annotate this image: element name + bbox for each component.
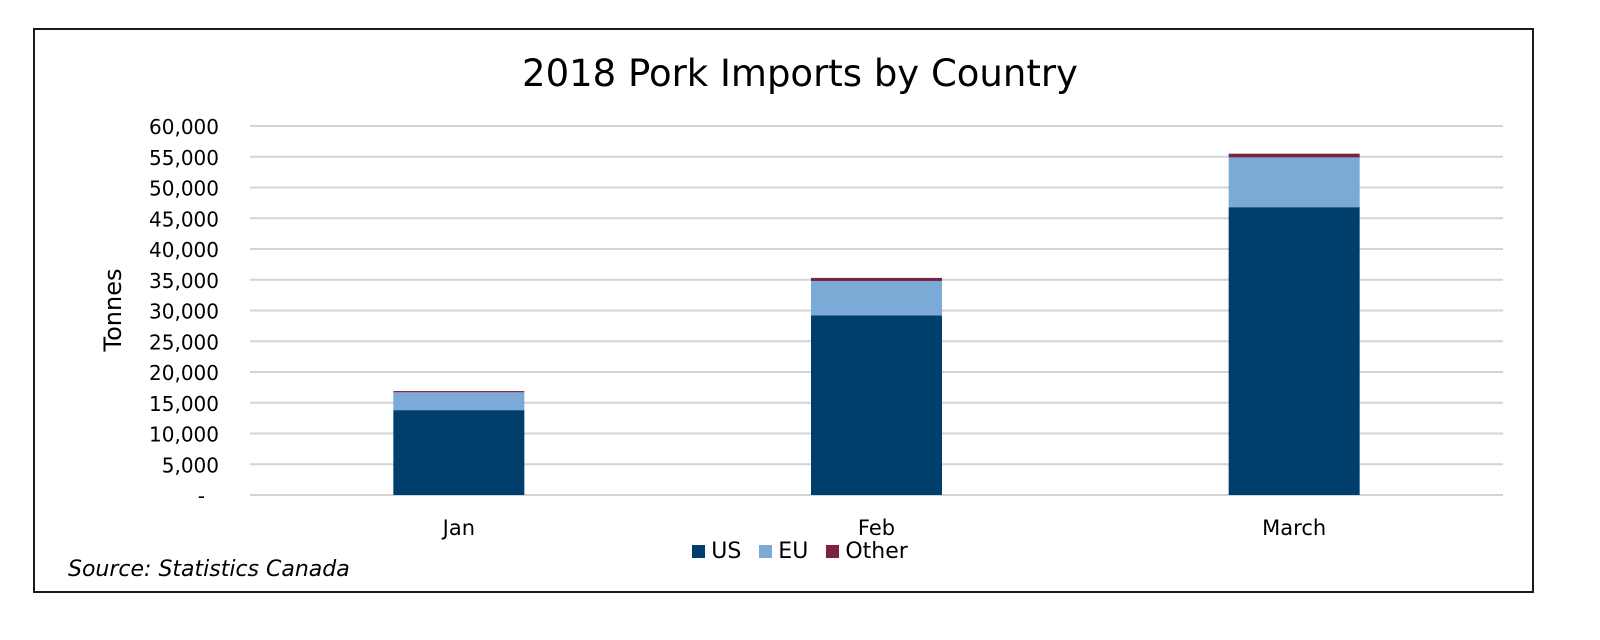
y-tick-label: 40,000 [149,238,219,262]
y-tick-label: 35,000 [149,269,219,293]
legend-item-eu: EU [759,539,808,564]
bar-us-jan [393,410,525,495]
legend-item-other: Other [826,539,908,564]
x-tick-label: Jan [441,516,475,540]
legend-label: US [711,539,742,564]
y-tick-label: 60,000 [149,115,219,139]
source-note: Source: Statistics Canada [68,557,350,582]
legend-label: EU [778,539,809,564]
y-tick-label: - [198,484,205,508]
bar-other-march [1228,153,1360,158]
y-tick-label: 30,000 [149,300,219,324]
legend: US EU Other [0,539,1600,564]
bar-us-march [1228,207,1360,495]
y-tick-label: 20,000 [149,361,219,385]
bar-eu-jan [393,392,525,411]
legend-swatch [826,545,840,558]
y-tick-label: 50,000 [149,177,219,201]
y-tick-label: 25,000 [149,330,219,354]
legend-label: Other [845,539,908,564]
y-tick-label: 45,000 [149,207,219,231]
y-tick-label: 15,000 [149,392,219,416]
bar-eu-feb [811,280,942,316]
x-tick-label: Feb [858,516,895,540]
legend-item-us: US [692,539,741,564]
bar-other-feb [811,277,942,281]
y-tick-labels: - 5,000 10,000 15,000 20,000 25,000 30,000 35,0… [149,115,219,508]
bar-other-jan [393,391,525,393]
bar-eu-march [1228,157,1360,208]
y-tick-label: 10,000 [149,423,219,447]
y-tick-label: 55,000 [149,146,219,170]
chart-title: 2018 Pork Imports by Country [522,52,1078,95]
legend-swatch [759,545,773,558]
x-tick-label: March [1262,516,1326,540]
x-tick-labels: Jan Feb March [441,516,1327,540]
bar-us-feb [811,315,942,495]
bars [393,153,1360,495]
y-tick-label: 5,000 [162,453,219,477]
legend-swatch [692,545,706,558]
